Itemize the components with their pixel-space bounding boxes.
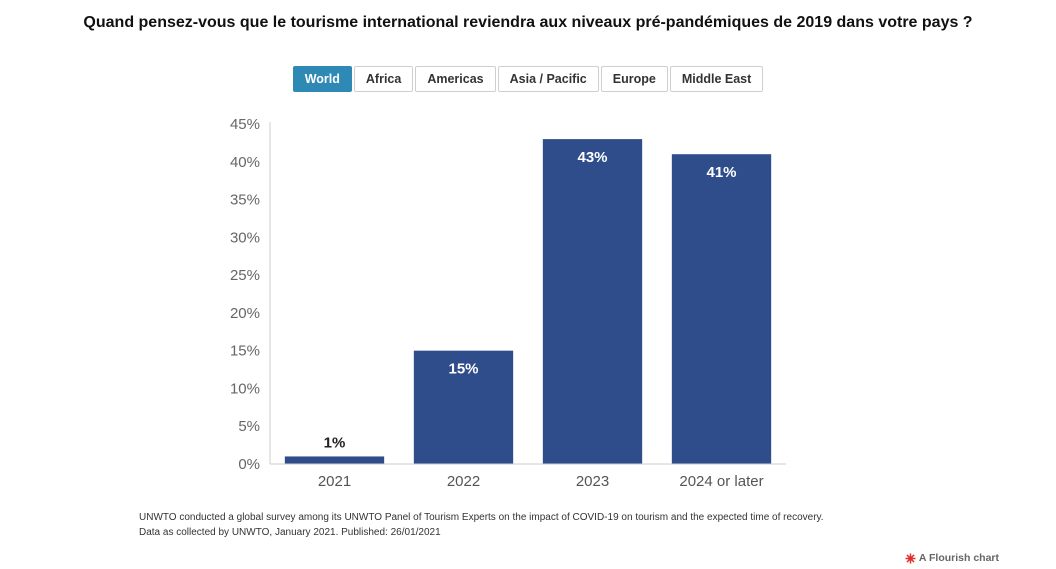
flourish-credit-label: A Flourish chart [918,552,999,564]
y-tick-label: 5% [238,418,260,435]
data-label: 41% [706,164,736,181]
x-tick-label: 2024 or later [679,473,763,490]
chart-footer: UNWTO conducted a global survey among it… [139,510,824,540]
y-tick-label: 10% [230,380,260,397]
bar [671,154,772,464]
region-tabs: World Africa Americas Asia / Pacific Europe M… [0,66,1056,92]
y-tick-label: 40% [230,154,260,171]
x-tick-label: 2023 [576,473,609,490]
flourish-logo-icon [905,552,916,564]
data-label: 43% [577,149,607,166]
bar-chart: 0% 5% 10% 15% 20% 25% 30% 35% 40% 45% 1% 2021 15% 202… [230,116,786,490]
x-tick-label: 2022 [447,473,480,490]
tab-middle-east[interactable]: Middle East [669,66,764,92]
y-tick-label: 35% [230,192,260,209]
y-tick-label: 45% [230,116,260,133]
bar [284,456,385,464]
tab-world[interactable]: World [292,66,352,92]
tab-americas[interactable]: Americas [415,66,496,92]
y-tick-label: 15% [230,343,260,360]
footer-source: Data as collected by UNWTO, January 2021… [139,527,441,538]
y-tick-label: 25% [230,267,260,284]
bar [542,139,643,464]
chart-title: Quand pensez-vous que le tourisme intern… [83,14,973,31]
x-tick-label: 2021 [318,473,351,490]
data-label: 1% [324,434,346,451]
y-tick-label: 20% [230,305,260,322]
bar [413,350,514,464]
y-tick-label: 30% [230,229,260,246]
footer-note: UNWTO conducted a global survey among it… [139,512,824,523]
flourish-credit[interactable]: A Flourish chart [905,552,999,564]
tab-europe[interactable]: Europe [600,66,668,92]
tab-asia-pacific[interactable]: Asia / Pacific [497,66,599,92]
y-tick-label: 0% [238,456,260,473]
data-label: 15% [448,361,478,378]
tab-africa[interactable]: Africa [353,66,414,92]
